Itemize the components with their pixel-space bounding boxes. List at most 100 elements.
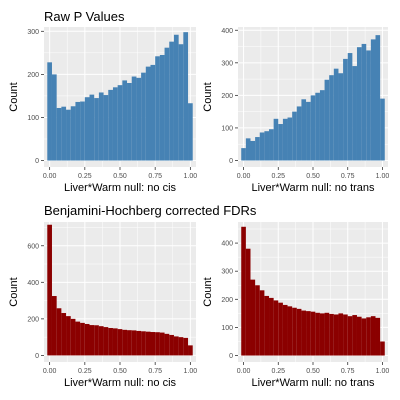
- histogram-bar: [178, 44, 184, 161]
- y-axis-title: Count: [8, 277, 20, 306]
- histogram-bar: [292, 307, 297, 356]
- histogram-bar: [370, 39, 376, 161]
- histogram-bar: [122, 80, 128, 161]
- histogram-bar: [241, 226, 246, 356]
- raw-section-title: Raw P Values: [44, 9, 125, 24]
- histogram-bar: [56, 107, 62, 161]
- histogram-bar: [117, 329, 123, 356]
- histogram-bar: [75, 101, 81, 161]
- histogram-bar: [329, 75, 334, 161]
- histogram-bar: [273, 300, 279, 356]
- histogram-bar: [282, 304, 288, 356]
- histogram-bar: [108, 328, 113, 356]
- histogram-bar: [338, 73, 344, 161]
- y-tick-label: 300: [221, 60, 233, 67]
- histogram-bar: [306, 101, 311, 161]
- histogram-bar: [278, 302, 283, 356]
- histogram-bar: [150, 332, 156, 356]
- y-tick-label: 100: [27, 115, 39, 122]
- histogram-bar: [122, 329, 128, 356]
- histogram-bar: [173, 336, 179, 356]
- histogram-bar: [188, 103, 193, 161]
- histogram-bar: [145, 66, 151, 161]
- x-tick-label: 0.75: [148, 368, 162, 375]
- histogram-bar: [136, 330, 142, 356]
- y-tick-label: 0: [229, 353, 233, 360]
- histogram-bar: [255, 137, 260, 161]
- histogram-bar: [361, 43, 367, 161]
- histogram-bar: [278, 124, 283, 161]
- histogram-bar: [245, 248, 251, 356]
- histogram-bar: [70, 318, 76, 356]
- histogram-bar: [269, 129, 274, 161]
- x-tick-label: 0.25: [271, 368, 285, 375]
- histogram-bar: [324, 312, 330, 356]
- histogram-bar: [264, 295, 270, 356]
- histogram-bar: [89, 94, 95, 161]
- histogram-bar: [324, 79, 330, 161]
- histogram-bar: [51, 74, 57, 161]
- histogram-bar: [94, 98, 99, 161]
- histogram-bar: [250, 140, 256, 161]
- histogram-bar: [84, 323, 90, 356]
- histogram-panels: 0.00 0.25 0.50 0.75 1.00 0 100 200 300 Liver*Warm…: [8, 27, 389, 389]
- histogram-bar: [273, 118, 279, 161]
- histogram-bar: [356, 316, 362, 356]
- histogram-bar: [366, 317, 371, 356]
- y-tick-label: 300: [221, 269, 233, 276]
- y-tick-label: 300: [27, 29, 39, 36]
- histogram-bar: [47, 224, 52, 356]
- histogram-bar: [169, 41, 174, 161]
- histogram-bar: [112, 328, 118, 356]
- histogram-bar: [259, 290, 265, 356]
- histogram-bar: [61, 106, 67, 161]
- x-tick-label: 0.75: [148, 173, 162, 180]
- x-tick-label: 0.75: [341, 173, 355, 180]
- x-tick-label: 0.50: [113, 173, 127, 180]
- histogram-bar: [89, 325, 95, 356]
- histogram-bar: [51, 296, 57, 356]
- y-tick-label: 200: [27, 316, 39, 323]
- histogram-bar: [370, 316, 376, 356]
- x-tick-label: 1.00: [376, 173, 390, 180]
- y-tick-label: 400: [221, 28, 233, 35]
- y-axis-title: Count: [8, 82, 20, 111]
- histogram-bar: [108, 89, 113, 161]
- histogram-bar: [112, 87, 118, 161]
- histogram-bar: [282, 118, 288, 161]
- histogram-bar: [141, 331, 146, 356]
- histogram-bar: [159, 332, 165, 356]
- y-tick-label: 100: [221, 125, 233, 132]
- histogram-bar: [347, 316, 353, 356]
- histogram-bar: [70, 106, 76, 161]
- histogram-bar: [255, 285, 260, 356]
- y-tick-label: 0: [229, 158, 233, 165]
- x-tick-label: 0.25: [271, 173, 285, 180]
- histogram-bar: [117, 85, 123, 161]
- histogram-bar: [259, 132, 265, 161]
- x-tick-label: 0.00: [237, 173, 251, 180]
- y-tick-label: 400: [221, 241, 233, 248]
- x-tick-label: 1.00: [184, 368, 198, 375]
- histogram-bar: [66, 109, 71, 161]
- histogram-bar: [47, 62, 52, 161]
- y-tick-label: 0: [35, 158, 39, 165]
- histogram-bar: [287, 306, 293, 356]
- y-tick-label: 100: [221, 325, 233, 332]
- histogram-bar: [80, 101, 85, 161]
- x-tick-label: 0.25: [78, 173, 92, 180]
- histogram-bar: [183, 32, 189, 161]
- histogram-bar: [173, 34, 179, 161]
- histogram-bar: [361, 318, 367, 356]
- histogram-bar: [188, 345, 193, 356]
- histogram-bar: [380, 341, 385, 356]
- histogram-bar: [375, 35, 381, 161]
- y-tick-label: 200: [221, 297, 233, 304]
- histogram-bar: [155, 332, 160, 356]
- y-axis-title: Count: [202, 277, 214, 306]
- histogram-bar: [178, 337, 184, 356]
- histogram-bar: [301, 99, 307, 161]
- histogram-bar: [310, 311, 316, 356]
- x-tick-label: 0.50: [113, 368, 127, 375]
